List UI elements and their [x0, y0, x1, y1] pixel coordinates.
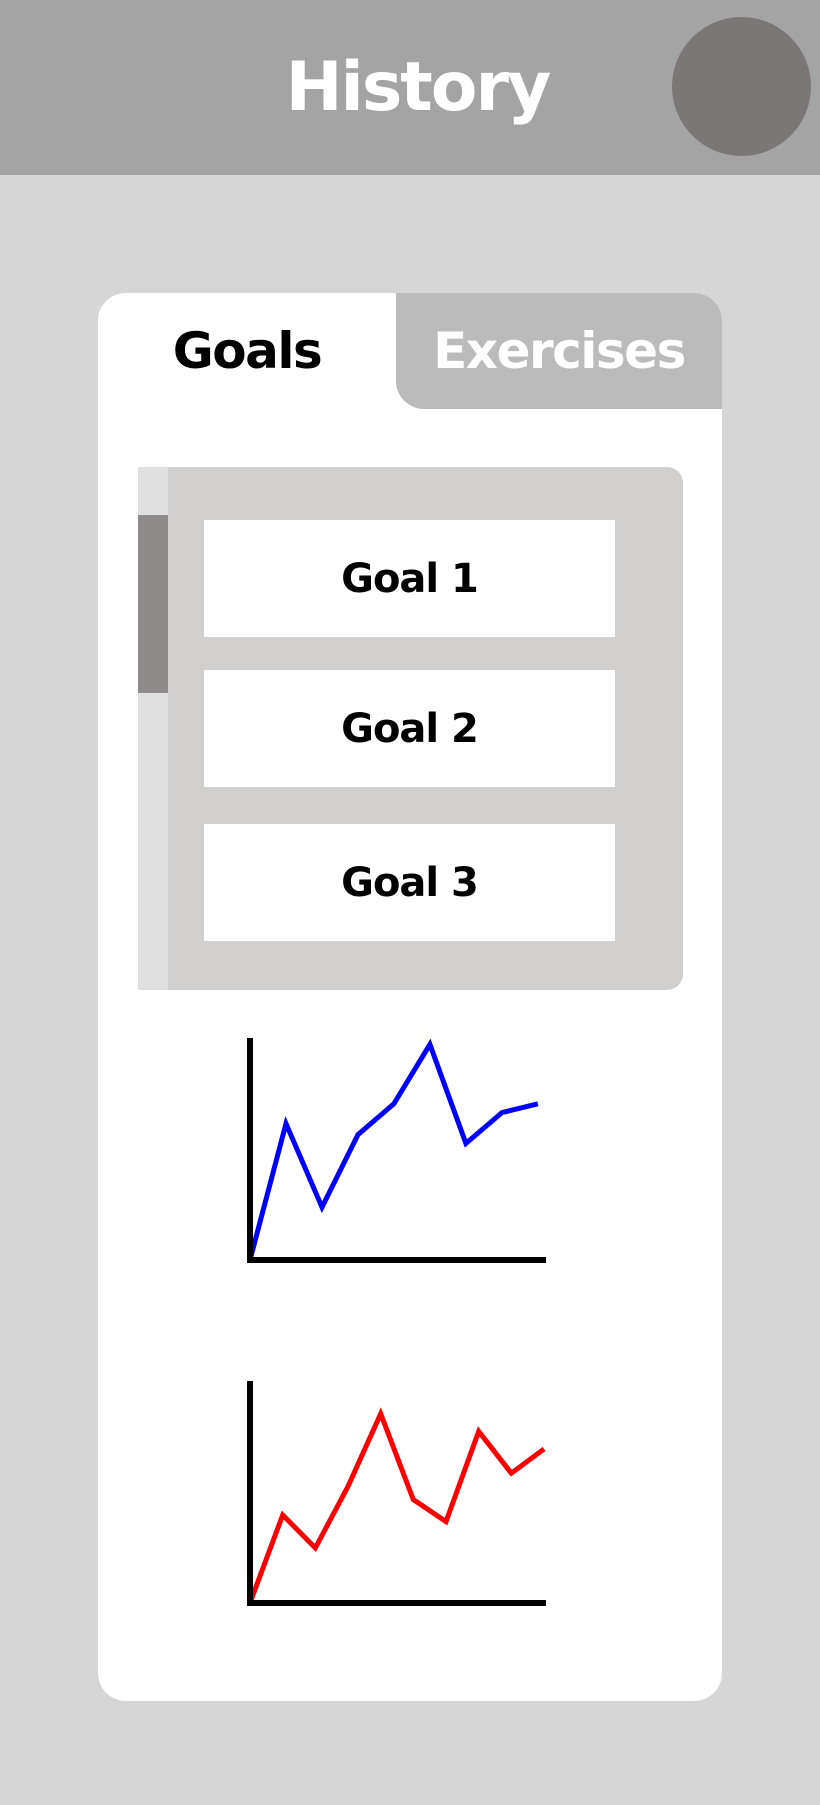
goal-item-3[interactable]: Goal 3	[204, 824, 615, 941]
goal-item-1[interactable]: Goal 1	[204, 520, 615, 637]
avatar[interactable]	[672, 17, 811, 156]
tab-goals[interactable]: Goals	[98, 293, 396, 409]
series-line-0	[247, 1407, 546, 1604]
history-card: Goals Exercises Goal 1 Goal 2 Goal 3	[98, 293, 722, 1701]
scrollbar-thumb[interactable]	[138, 515, 168, 693]
app-header: History	[0, 0, 820, 175]
goal-progress-chart	[247, 1038, 546, 1263]
series-line-0	[247, 1038, 539, 1261]
scrollbar-track[interactable]	[138, 467, 168, 990]
goal-list: Goal 1 Goal 2 Goal 3	[138, 467, 683, 990]
exercise-progress-chart	[247, 1381, 546, 1606]
tab-exercises[interactable]: Exercises	[396, 293, 722, 409]
goal-item-2[interactable]: Goal 2	[204, 670, 615, 787]
page-title: History	[285, 48, 552, 127]
